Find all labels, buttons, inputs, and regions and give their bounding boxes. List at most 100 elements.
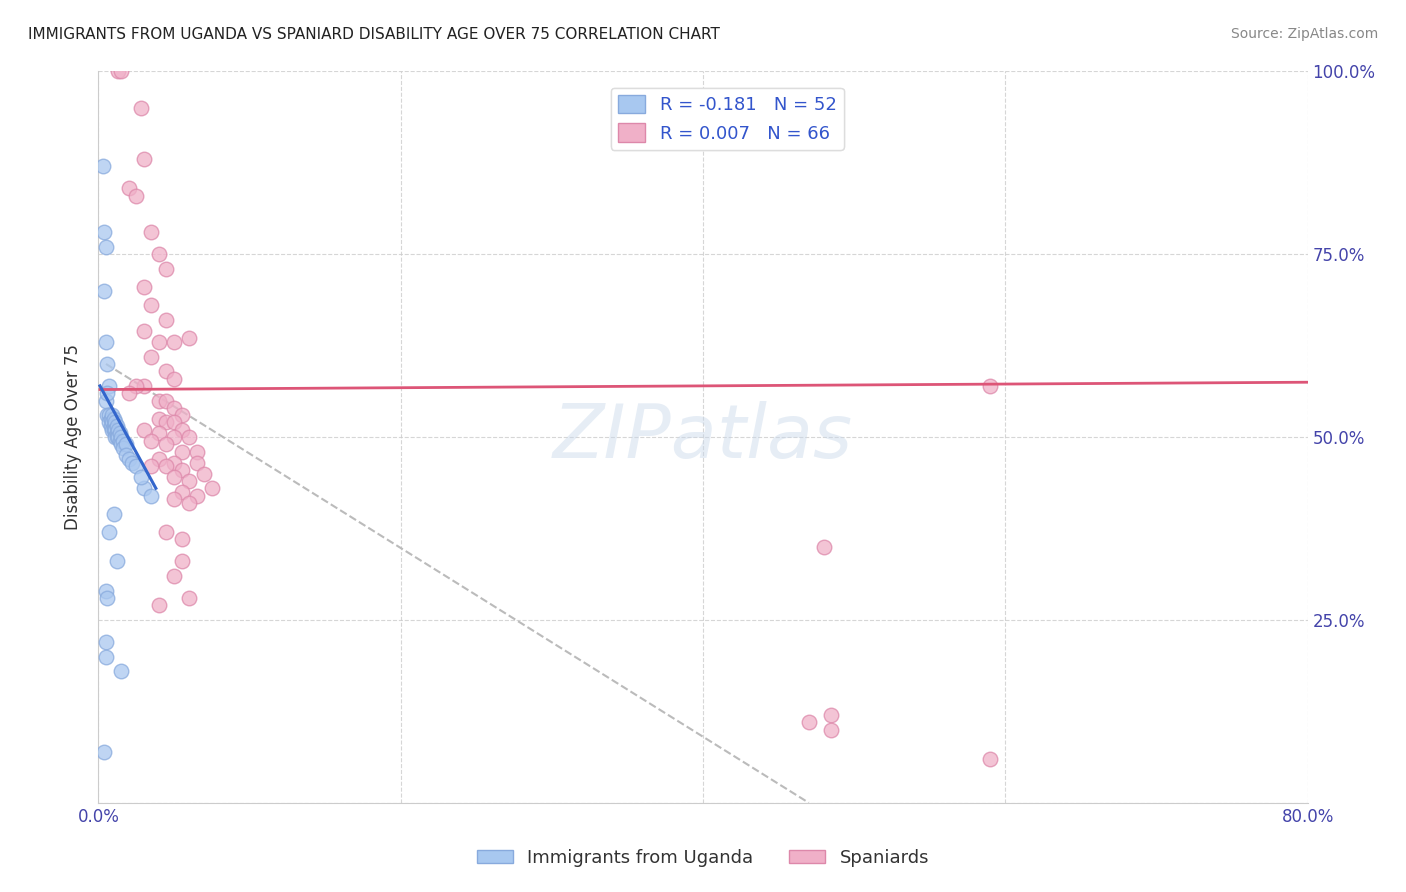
- Point: [101, 423, 124, 437]
- Point: [163, 569, 186, 583]
- Point: [148, 452, 170, 467]
- Point: [163, 401, 186, 415]
- Point: [98, 408, 121, 422]
- Point: [148, 393, 170, 408]
- Point: [105, 426, 128, 441]
- Point: [93, 745, 115, 759]
- Point: [101, 408, 124, 422]
- Point: [163, 334, 186, 349]
- Point: [141, 489, 163, 503]
- Point: [132, 481, 155, 495]
- Point: [100, 419, 122, 434]
- Legend: R = -0.181   N = 52, R = 0.007   N = 66: R = -0.181 N = 52, R = 0.007 N = 66: [610, 87, 844, 150]
- Point: [820, 708, 842, 723]
- Point: [94, 334, 117, 349]
- Point: [186, 444, 208, 458]
- Point: [101, 416, 124, 430]
- Point: [979, 752, 1001, 766]
- Point: [96, 357, 118, 371]
- Point: [132, 280, 155, 294]
- Point: [179, 496, 201, 510]
- Point: [179, 331, 201, 345]
- Point: [179, 430, 201, 444]
- Point: [820, 723, 842, 737]
- Point: [155, 525, 177, 540]
- Text: ZIPatlas: ZIPatlas: [553, 401, 853, 473]
- Point: [132, 379, 155, 393]
- Point: [104, 423, 127, 437]
- Point: [186, 489, 208, 503]
- Point: [163, 492, 186, 507]
- Point: [103, 507, 125, 521]
- Point: [94, 649, 117, 664]
- Point: [108, 434, 131, 448]
- Point: [141, 459, 163, 474]
- Text: IMMIGRANTS FROM UGANDA VS SPANIARD DISABILITY AGE OVER 75 CORRELATION CHART: IMMIGRANTS FROM UGANDA VS SPANIARD DISAB…: [28, 27, 720, 42]
- Point: [141, 298, 163, 312]
- Point: [107, 64, 129, 78]
- Point: [163, 470, 186, 484]
- Point: [110, 64, 132, 78]
- Point: [105, 419, 128, 434]
- Point: [105, 554, 128, 568]
- Point: [170, 444, 193, 458]
- Point: [148, 247, 170, 261]
- Point: [163, 371, 186, 385]
- Point: [107, 430, 129, 444]
- Point: [170, 423, 193, 437]
- Point: [132, 152, 155, 166]
- Point: [155, 313, 177, 327]
- Point: [155, 437, 177, 451]
- Point: [186, 456, 208, 470]
- Point: [110, 664, 132, 678]
- Point: [111, 434, 134, 448]
- Point: [148, 334, 170, 349]
- Point: [125, 188, 148, 202]
- Point: [170, 554, 193, 568]
- Point: [155, 261, 177, 276]
- Point: [193, 467, 215, 481]
- Point: [114, 449, 136, 463]
- Point: [797, 715, 820, 730]
- Point: [111, 441, 134, 455]
- Point: [94, 583, 117, 598]
- Point: [96, 408, 118, 422]
- Point: [201, 481, 224, 495]
- Point: [98, 416, 121, 430]
- Point: [94, 635, 117, 649]
- Point: [170, 485, 193, 500]
- Point: [103, 412, 125, 426]
- Point: [129, 101, 152, 115]
- Point: [96, 591, 118, 605]
- Point: [110, 430, 132, 444]
- Point: [121, 456, 143, 470]
- Point: [813, 540, 835, 554]
- Point: [155, 364, 177, 378]
- Point: [155, 393, 177, 408]
- Point: [104, 416, 127, 430]
- Point: [94, 240, 117, 254]
- Y-axis label: Disability Age Over 75: Disability Age Over 75: [65, 344, 83, 530]
- Point: [170, 463, 193, 477]
- Point: [103, 419, 125, 434]
- Point: [148, 412, 170, 426]
- Point: [129, 470, 152, 484]
- Point: [132, 324, 155, 338]
- Point: [118, 386, 141, 401]
- Point: [170, 533, 193, 547]
- Point: [155, 416, 177, 430]
- Point: [148, 599, 170, 613]
- Point: [141, 225, 163, 239]
- Point: [107, 423, 129, 437]
- Point: [179, 591, 201, 605]
- Point: [100, 412, 122, 426]
- Point: [155, 459, 177, 474]
- Point: [93, 284, 115, 298]
- Point: [141, 434, 163, 448]
- Point: [132, 423, 155, 437]
- Point: [104, 430, 127, 444]
- Point: [108, 426, 131, 441]
- Point: [163, 430, 186, 444]
- Point: [163, 456, 186, 470]
- Point: [179, 474, 201, 488]
